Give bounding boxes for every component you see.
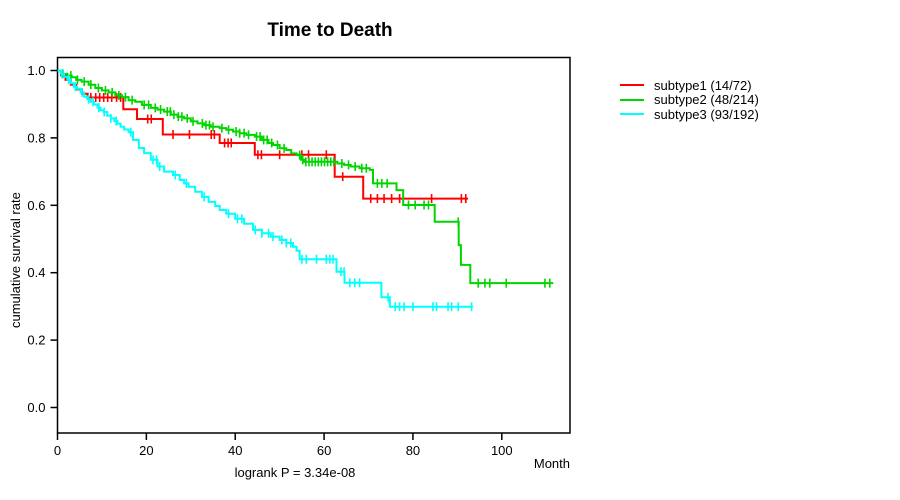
legend-swatch-subtype2	[620, 98, 644, 101]
chart-title: Time to Death	[267, 20, 393, 41]
y-tick-label: 1.0	[27, 63, 45, 78]
km-curve-subtype3	[57, 69, 473, 308]
series-subtype3	[57, 69, 473, 312]
y-tick-label: 0.8	[27, 130, 45, 145]
legend-item-subtype1: subtype1 (14/72)	[620, 78, 759, 93]
x-tick-label: 100	[491, 443, 513, 458]
legend-label-subtype2: subtype2 (48/214)	[654, 92, 759, 108]
y-axis-title: cumulative survival rate	[8, 192, 23, 328]
y-tick-label: 0.6	[27, 198, 45, 213]
legend-swatch-subtype1	[620, 84, 644, 87]
km-curve-subtype1	[57, 69, 468, 200]
y-tick-label: 0.0	[27, 400, 45, 415]
x-axis: 0 20 40 60 80 100	[54, 433, 513, 458]
x-axis-title: Month	[533, 456, 570, 471]
x-tick-label: 40	[228, 443, 242, 458]
series-subtype2	[57, 69, 554, 288]
x-tick-label: 80	[406, 443, 420, 458]
x-tick-label: 20	[139, 443, 153, 458]
legend: subtype1 (14/72) subtype2 (48/214) subtype…	[620, 78, 759, 122]
legend-item-subtype2: subtype2 (48/214)	[620, 92, 759, 108]
x-tick-label: 60	[317, 443, 331, 458]
legend-item-subtype3: subtype3 (93/192)	[620, 107, 759, 122]
y-tick-label: 0.2	[27, 333, 45, 348]
legend-label-subtype1: subtype1 (14/72)	[654, 77, 752, 93]
legend-label-subtype3: subtype3 (93/192)	[654, 106, 759, 122]
y-axis: 0.0 0.2 0.4 0.6 0.8 1.0	[27, 63, 58, 415]
plot-frame	[56, 56, 571, 434]
y-tick-label: 0.4	[27, 265, 45, 280]
legend-swatch-subtype3	[620, 113, 644, 116]
logrank-pvalue-text: logrank P = 3.34e-08	[234, 465, 356, 480]
x-tick-label: 0	[54, 443, 61, 458]
km-curve-subtype2	[57, 69, 554, 285]
